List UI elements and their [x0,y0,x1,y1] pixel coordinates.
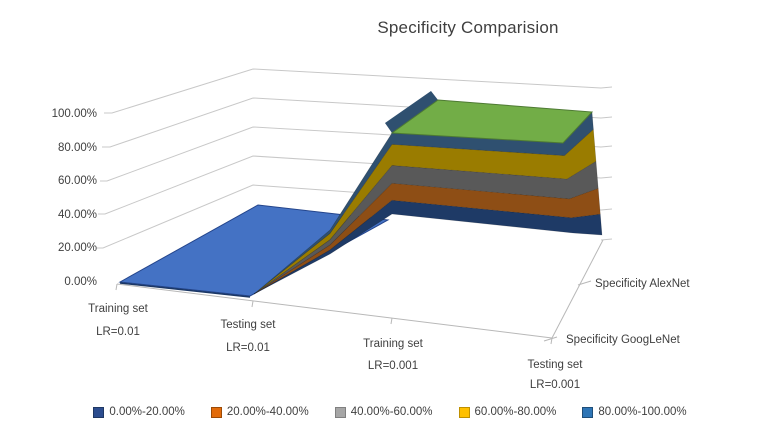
series-axis-line [551,239,604,339]
category-label-line2: LR=0.01 [96,326,140,338]
gridlines [96,68,613,249]
gridline [600,238,613,241]
value-tick-label: 80.00% [58,142,97,154]
surface-peak-edge [385,91,438,133]
chart-title: Specificity Comparision [377,18,559,37]
legend-swatch-band3-icon [334,406,346,418]
surface-band-3 [253,128,597,295]
legend-swatch-band2-icon [210,406,222,418]
category-label-line1: Training set [88,303,148,315]
value-tick-label: 0.00% [64,276,97,288]
legend-label: 60.00%-80.00% [474,406,557,418]
category-axis-tick [390,317,393,325]
legend: 0.00%-20.00% 20.00%-40.00% 40.00%-60.00%… [0,406,780,418]
legend-label: 80.00%-100.00% [598,406,687,418]
legend-label: 20.00%-40.00% [226,406,309,418]
value-tick-label: 40.00% [58,209,97,221]
value-tick-label: 20.00% [58,242,97,254]
category-axis: Training set LR=0.01 Testing set LR=0.01… [88,303,583,391]
legend-label: 40.00%-60.00% [350,406,433,418]
legend-item: 20.00%-40.00% [210,406,309,418]
floor-axes [115,239,604,345]
series-axis-tick [577,280,592,286]
category-label-line1: Training set [363,338,423,350]
series-axis: Specificity AlexNet Specificity GoogLeNe… [566,278,690,346]
series-label-alexnet: Specificity AlexNet [595,278,690,290]
surface-high-plateau [390,99,594,144]
value-axis: 100.00% 80.00% 60.00% 40.00% 20.00% 0.00… [52,108,97,288]
surface-low-plateau [118,204,390,297]
gridline [104,68,613,114]
category-label-line2: LR=0.001 [530,379,580,391]
category-label-line2: LR=0.001 [368,360,418,372]
gridline [98,155,613,215]
category-label-line1: Testing set [221,319,277,331]
category-axis-tick [251,300,254,308]
legend-item: 60.00%-80.00% [458,406,557,418]
category-label-line1: Testing set [528,359,584,371]
category-axis-line [116,283,553,339]
legend-swatch-band5-icon [582,406,594,418]
surface-mesh [118,91,603,298]
series-axis-tick [543,336,558,342]
legend-item: 40.00%-60.00% [334,406,433,418]
legend-label: 0.00%-20.00% [109,406,185,418]
surface-band-4 [253,111,594,295]
category-axis-tick [115,283,118,291]
legend-item: 80.00%-100.00% [582,406,687,418]
gridline [96,184,613,249]
value-tick-label: 60.00% [58,175,97,187]
category-label-line2: LR=0.01 [226,342,270,354]
legend-item: 0.00%-20.00% [93,406,185,418]
gridline [102,97,613,148]
legend-swatch-band4-icon [458,406,470,418]
surface-low-front-edge [119,282,251,298]
series-label-googlenet: Specificity GoogLeNet [566,334,681,346]
value-tick-label: 100.00% [52,108,97,120]
legend-swatch-band1-icon [93,406,105,418]
gridline [100,126,613,182]
